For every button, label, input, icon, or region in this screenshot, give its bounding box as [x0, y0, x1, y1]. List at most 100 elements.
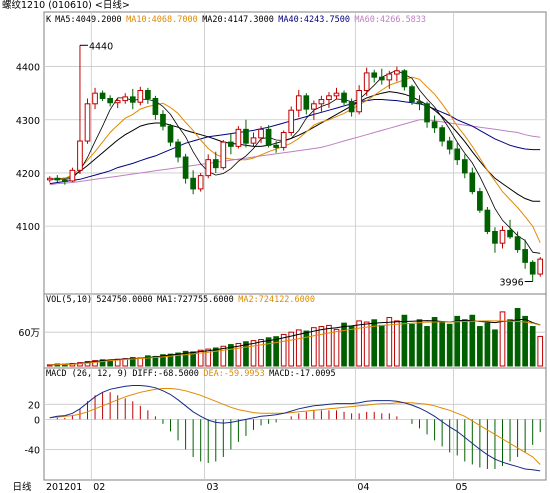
volume-bar	[371, 319, 378, 367]
candle-body	[348, 101, 355, 113]
price-ma-header: MA20:4147.3000	[202, 15, 274, 25]
macd-tick-label: 20	[28, 400, 40, 411]
volume-header: MA2:724122.6000	[238, 295, 315, 305]
volume-bar	[356, 320, 362, 367]
volume-bar	[499, 311, 506, 367]
volume-bar	[228, 344, 234, 367]
price-ma-header: MA5:4049.2000	[55, 15, 122, 25]
volume-bar	[265, 337, 272, 367]
volume-bar	[175, 352, 181, 367]
volume-bar	[258, 339, 264, 367]
candle-body	[439, 127, 445, 142]
candle-body	[333, 92, 340, 97]
volume-bar	[326, 324, 332, 367]
volume-header: VOL(5,10)	[46, 295, 92, 305]
volume-bar	[250, 340, 257, 367]
candle-body	[446, 140, 453, 150]
candle-body	[182, 156, 189, 179]
macd-header: DEA:-59.9953	[203, 369, 264, 379]
candle-body	[122, 96, 129, 102]
indicator-headers: K MA5:4049.2000 MA10:4068.7000 MA20:4147.30…	[46, 15, 426, 379]
time-tick-label: 201201	[46, 482, 82, 493]
candle-body	[145, 90, 151, 99]
volume-tick-label: 60万	[18, 328, 40, 339]
volume-bar	[318, 326, 325, 367]
candle-body	[288, 109, 295, 134]
candle-body	[258, 128, 264, 139]
price-panel-frame	[43, 11, 547, 295]
macd-header: DIFF:-68.5000	[132, 369, 199, 379]
volume-bar	[401, 314, 408, 367]
candle-body	[522, 249, 528, 263]
candle-body	[212, 159, 219, 169]
candle-body	[431, 121, 438, 129]
time-tick-label: 02	[93, 482, 105, 493]
candle-body	[386, 73, 393, 81]
low-price-label: 3996	[499, 277, 523, 288]
candlesticks	[46, 45, 544, 282]
volume-bar	[378, 324, 385, 367]
volume-bar	[529, 326, 536, 367]
volume-bar	[190, 351, 196, 367]
volume-bar	[280, 333, 287, 367]
volume-bar	[160, 354, 166, 367]
volume-bar	[446, 323, 453, 367]
candle-body	[197, 175, 204, 190]
ma20-line	[49, 91, 541, 202]
candle-body	[280, 132, 287, 148]
candle-body	[160, 113, 166, 127]
candle-body	[250, 137, 257, 144]
candle-body	[137, 90, 144, 103]
candle-body	[311, 103, 317, 110]
price-tick-label: 4100	[16, 222, 40, 233]
window-title: 螺纹1210 (010610) <日线>	[2, 0, 130, 11]
volume-bar	[522, 315, 528, 367]
macd-histogram	[56, 392, 541, 469]
candle-body	[363, 72, 370, 91]
candle-body	[114, 100, 121, 104]
volume-bar	[439, 321, 445, 367]
volume-ma2-line	[49, 320, 541, 366]
price-annotations: 4440 3996	[79, 41, 533, 288]
candle-body	[477, 191, 483, 211]
volume-bar	[235, 342, 242, 367]
volume-bar	[137, 357, 144, 367]
grid-lines	[44, 12, 546, 480]
candle-body	[409, 86, 415, 103]
candle-body	[265, 128, 272, 146]
candle-body	[394, 70, 400, 75]
candle-body	[69, 169, 76, 182]
candle-body	[326, 95, 332, 101]
volume-bar	[507, 319, 513, 367]
y-axis-labels: 4100 4200 4300 4400 60万 20 0 -40	[16, 63, 40, 457]
price-moving-averages	[49, 69, 541, 254]
candle-body	[92, 92, 98, 105]
candle-body	[499, 229, 506, 244]
time-tick-label: 03	[206, 482, 218, 493]
price-ma-header: MA10:4068.7000	[126, 15, 198, 25]
volume-bar	[386, 317, 393, 367]
candle-body	[84, 103, 91, 142]
volume-bar	[492, 329, 498, 367]
candle-body	[175, 141, 181, 158]
volume-bars	[46, 308, 544, 367]
volume-bar	[416, 319, 423, 367]
candle-body	[529, 261, 536, 275]
volume-bar	[243, 341, 249, 367]
volume-bar	[46, 364, 53, 367]
candle-body	[243, 128, 249, 144]
candle-body	[454, 148, 461, 161]
candle-body	[341, 92, 347, 103]
candle-body	[99, 92, 106, 99]
volume-bar	[212, 347, 219, 367]
candle-body	[54, 177, 61, 181]
volume-bar	[363, 321, 370, 367]
candle-body	[416, 101, 423, 105]
volume-bar	[333, 328, 340, 367]
volume-bar	[288, 331, 295, 367]
time-axis-label: 日线	[12, 481, 32, 493]
candle-body	[492, 230, 498, 244]
candle-body	[303, 95, 310, 110]
time-tick-label: 04	[357, 482, 369, 493]
